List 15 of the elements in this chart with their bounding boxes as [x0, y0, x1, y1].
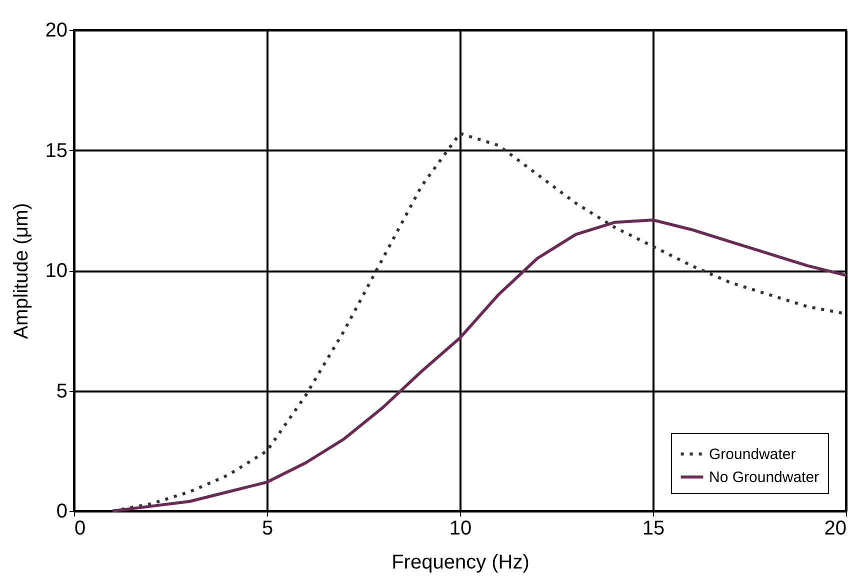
legend-label: No Groundwater — [709, 469, 820, 486]
y-tick-label: 0 — [56, 500, 68, 522]
line-series — [111, 218, 848, 512]
x-tick-label: 15 — [642, 518, 665, 540]
x-tick-label: 5 — [262, 518, 274, 540]
y-tick-label: 5 — [56, 380, 68, 402]
y-tick-label: 10 — [45, 260, 68, 282]
legend-label: Groundwater — [709, 446, 796, 463]
y-tick-label: 15 — [45, 140, 68, 162]
y-tick-label: 20 — [45, 20, 68, 42]
x-axis-title: Frequency (Hz) — [392, 552, 530, 574]
x-tick-label: 10 — [449, 518, 472, 540]
y-axis-title: Amplitude (μm) — [10, 203, 32, 339]
x-tick-label: 20 — [824, 518, 846, 540]
x-tick-label: 0 — [74, 518, 86, 540]
